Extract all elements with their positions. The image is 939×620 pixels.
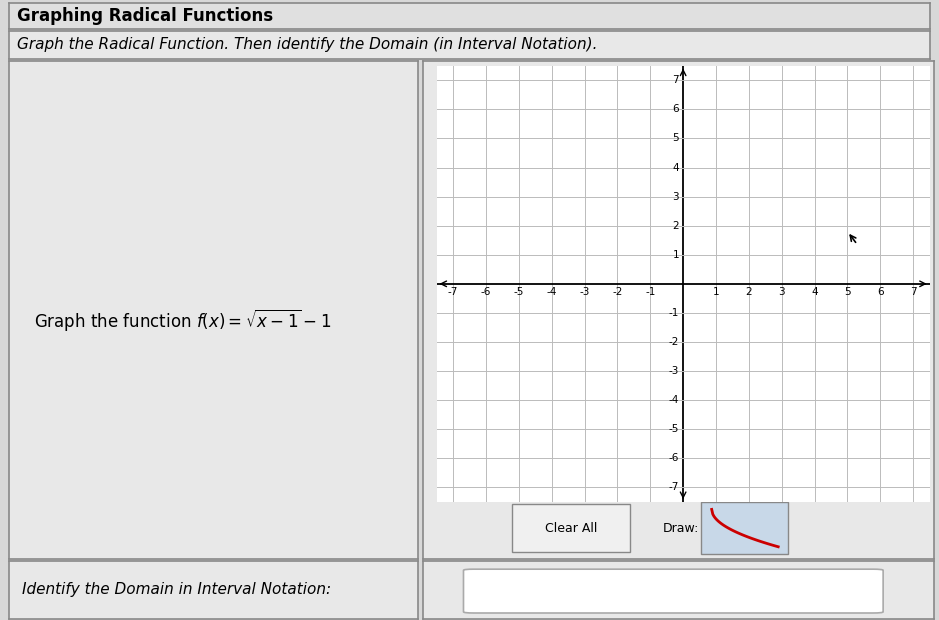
Text: Graphing Radical Functions: Graphing Radical Functions <box>17 7 273 25</box>
Text: 3: 3 <box>778 287 785 298</box>
Text: 3: 3 <box>672 192 679 202</box>
Text: -7: -7 <box>669 482 679 492</box>
FancyBboxPatch shape <box>701 502 789 554</box>
Text: Identify the Domain in Interval Notation:: Identify the Domain in Interval Notation… <box>22 582 331 598</box>
Text: 7: 7 <box>910 287 916 298</box>
Text: -7: -7 <box>448 287 458 298</box>
Text: -5: -5 <box>514 287 524 298</box>
Text: -2: -2 <box>612 287 623 298</box>
Text: -3: -3 <box>579 287 590 298</box>
Text: -3: -3 <box>669 366 679 376</box>
Text: 2: 2 <box>672 221 679 231</box>
Text: 7: 7 <box>672 75 679 86</box>
FancyBboxPatch shape <box>512 505 630 552</box>
Text: 6: 6 <box>672 104 679 114</box>
Text: 5: 5 <box>672 133 679 143</box>
Text: 4: 4 <box>672 162 679 172</box>
Text: Graph the function $f(x) = \sqrt{x-1} - 1$: Graph the function $f(x) = \sqrt{x-1} - … <box>34 307 331 333</box>
Text: 2: 2 <box>746 287 752 298</box>
Text: 4: 4 <box>811 287 818 298</box>
Text: Clear All: Clear All <box>545 522 597 535</box>
Text: Graph the Radical Function. Then identify the Domain (in Interval Notation).: Graph the Radical Function. Then identif… <box>17 37 597 53</box>
Text: 1: 1 <box>672 250 679 260</box>
Text: -1: -1 <box>669 308 679 318</box>
Text: Draw:: Draw: <box>663 522 700 535</box>
Text: -5: -5 <box>669 424 679 434</box>
Text: -1: -1 <box>645 287 655 298</box>
Text: -4: -4 <box>669 395 679 405</box>
FancyBboxPatch shape <box>464 569 884 613</box>
Text: 6: 6 <box>877 287 884 298</box>
Text: -6: -6 <box>669 453 679 463</box>
Text: 5: 5 <box>844 287 851 298</box>
Text: -6: -6 <box>481 287 491 298</box>
Text: -2: -2 <box>669 337 679 347</box>
Text: 1: 1 <box>713 287 719 298</box>
Text: -4: -4 <box>546 287 557 298</box>
